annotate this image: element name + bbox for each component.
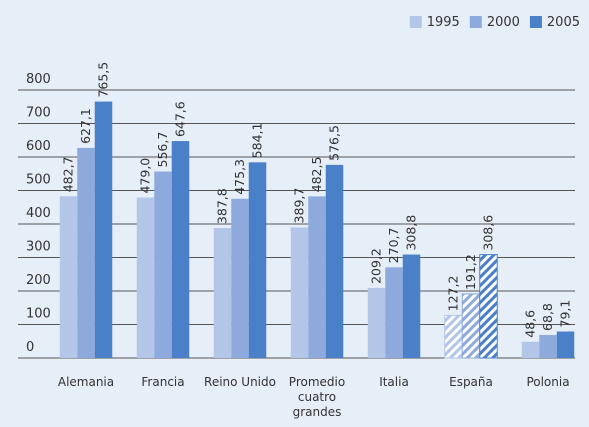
y-tick-label: 600	[26, 139, 51, 154]
data-label: 627,1	[78, 108, 93, 144]
data-label: 482,5	[309, 157, 324, 193]
bar	[367, 287, 386, 358]
bar	[479, 254, 498, 359]
x-tick-label: Promedio cuatro grandes	[289, 375, 345, 419]
data-label: 584,1	[249, 123, 264, 159]
bar	[402, 254, 421, 358]
bar	[461, 293, 481, 359]
y-tick-label: 300	[26, 240, 51, 255]
data-label: 48,6	[523, 310, 538, 338]
data-label: 387,8	[215, 188, 230, 224]
legend-swatch	[409, 16, 422, 28]
data-label: 308,8	[404, 215, 419, 251]
data-label: 127,2	[446, 276, 461, 312]
data-label: 647,6	[173, 101, 188, 137]
y-tick-label: 700	[26, 106, 51, 121]
x-tick-label: Italia	[379, 375, 409, 389]
x-tick-label: Reino Unido	[204, 375, 276, 389]
bar	[556, 331, 575, 358]
bar	[325, 164, 344, 358]
x-tick-label: Polonia	[526, 375, 569, 389]
bar	[248, 162, 267, 358]
bar	[136, 197, 155, 358]
bar	[539, 334, 557, 358]
y-tick-label: 0	[26, 340, 34, 355]
bar	[94, 101, 113, 359]
data-label: 389,7	[292, 188, 307, 224]
y-tick-label: 100	[26, 307, 51, 322]
y-tick-label: 400	[26, 206, 51, 221]
data-label: 765,5	[96, 62, 111, 98]
legend-swatch	[529, 16, 542, 28]
y-tick-label: 200	[26, 273, 51, 288]
legend-label: 2005	[547, 15, 580, 30]
y-tick-label: 500	[26, 173, 51, 188]
data-label: 79,1	[558, 300, 573, 328]
bar	[385, 267, 403, 358]
legend-label: 1995	[427, 15, 460, 30]
x-tick-label: Alemania	[58, 375, 114, 389]
bar	[231, 198, 249, 358]
bar	[154, 171, 172, 358]
data-label: 556,7	[155, 132, 170, 168]
data-label: 479,0	[138, 158, 153, 194]
bar	[59, 196, 78, 358]
bar	[521, 341, 540, 358]
data-label: 482,7	[61, 156, 76, 192]
data-label: 475,3	[232, 159, 247, 195]
bar	[308, 196, 326, 358]
bar	[213, 228, 232, 358]
bar	[77, 147, 95, 358]
bar	[290, 227, 309, 358]
x-tick-label: Francia	[141, 375, 184, 389]
y-tick-label: 800	[26, 72, 51, 87]
data-label: 191,2	[463, 254, 478, 290]
data-label: 68,8	[540, 303, 555, 331]
data-label: 308,6	[481, 215, 496, 251]
bar	[444, 314, 463, 359]
legend-label: 2000	[487, 15, 520, 30]
data-label: 576,5	[327, 125, 342, 161]
legend-swatch	[469, 16, 482, 28]
data-label: 270,7	[386, 228, 401, 264]
x-tick-label: España	[449, 375, 493, 389]
bar	[171, 141, 190, 358]
data-label: 209,2	[369, 248, 384, 284]
